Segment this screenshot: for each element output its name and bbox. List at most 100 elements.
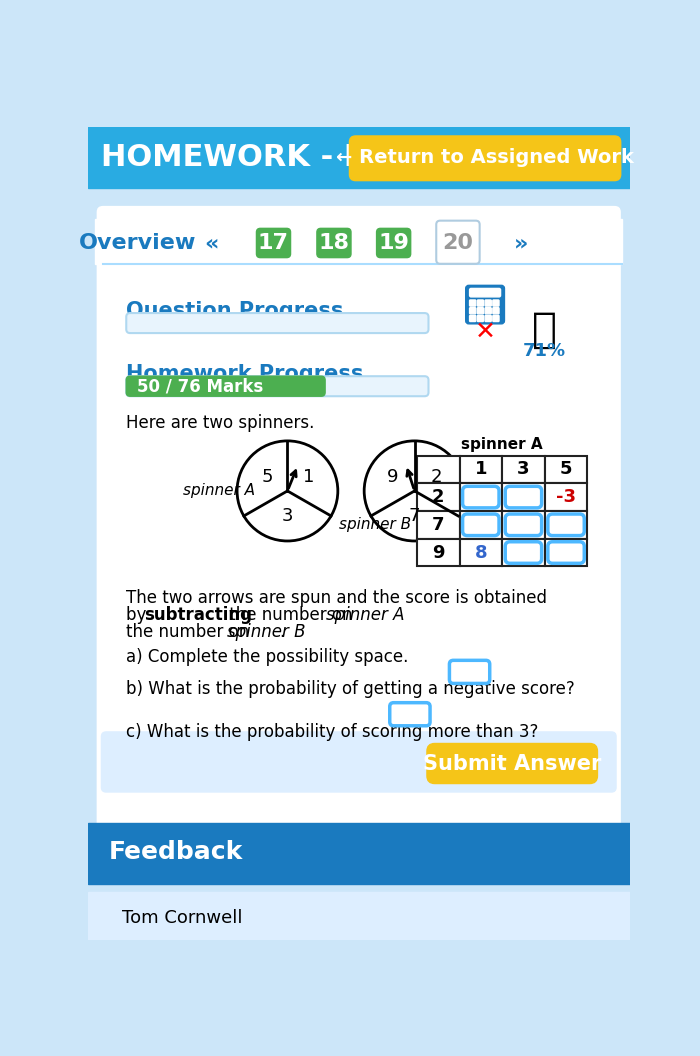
Text: spinner B: spinner B (339, 517, 411, 532)
Text: -3: -3 (556, 488, 576, 506)
FancyBboxPatch shape (485, 300, 491, 306)
Text: 7: 7 (432, 515, 444, 534)
Text: Question Progress: Question Progress (126, 301, 344, 321)
Text: 9: 9 (432, 544, 444, 562)
Bar (417, 539, 459, 566)
Text: 2: 2 (430, 468, 442, 486)
Text: 5: 5 (560, 460, 573, 478)
Text: «: « (204, 233, 218, 253)
FancyBboxPatch shape (390, 702, 430, 725)
Bar (88, 892, 630, 942)
Bar (95, 220, 622, 264)
Text: spinner A: spinner A (461, 437, 542, 452)
FancyBboxPatch shape (477, 300, 484, 306)
FancyBboxPatch shape (470, 307, 476, 314)
FancyBboxPatch shape (466, 285, 505, 324)
Text: 3: 3 (517, 460, 530, 478)
Text: 17: 17 (258, 233, 289, 253)
Bar (459, 455, 502, 484)
Bar (545, 484, 587, 511)
Text: 1: 1 (304, 468, 315, 486)
Text: 18: 18 (318, 233, 349, 253)
Bar (417, 511, 459, 539)
Text: the number on: the number on (224, 606, 358, 624)
FancyBboxPatch shape (349, 136, 621, 181)
Text: spinner B: spinner B (447, 484, 519, 498)
Text: Submit Answer: Submit Answer (423, 754, 601, 773)
Bar (88, 127, 630, 188)
FancyBboxPatch shape (377, 228, 411, 258)
Text: 8: 8 (475, 544, 487, 562)
Text: 2: 2 (432, 488, 444, 506)
Text: 1: 1 (475, 460, 487, 478)
FancyBboxPatch shape (470, 316, 476, 321)
Bar (545, 511, 587, 539)
Text: HOMEWORK - Retrie: HOMEWORK - Retrie (102, 143, 449, 172)
Text: 20: 20 (442, 233, 473, 253)
Bar (502, 539, 545, 566)
Text: 🏆: 🏆 (532, 308, 557, 351)
Bar (459, 539, 502, 566)
FancyBboxPatch shape (493, 316, 499, 321)
Text: subtracting: subtracting (144, 606, 252, 624)
FancyBboxPatch shape (493, 300, 499, 306)
FancyBboxPatch shape (505, 542, 542, 563)
FancyBboxPatch shape (126, 376, 428, 396)
Text: Homework Progress: Homework Progress (126, 364, 363, 384)
FancyBboxPatch shape (548, 514, 584, 535)
Text: The two arrows are spun and the score is obtained: The two arrows are spun and the score is… (126, 589, 547, 607)
FancyBboxPatch shape (470, 300, 476, 306)
FancyBboxPatch shape (317, 228, 351, 258)
FancyBboxPatch shape (485, 316, 491, 321)
FancyBboxPatch shape (477, 307, 484, 314)
Text: Tom Cornwell: Tom Cornwell (122, 908, 243, 926)
Bar (502, 484, 545, 511)
Text: 7: 7 (409, 507, 420, 525)
FancyBboxPatch shape (493, 307, 499, 314)
Text: ← Return to Assigned Work: ← Return to Assigned Work (336, 148, 634, 167)
FancyBboxPatch shape (548, 542, 584, 563)
FancyBboxPatch shape (463, 487, 499, 508)
FancyBboxPatch shape (436, 221, 480, 264)
Text: spinner B: spinner B (227, 623, 305, 641)
Text: ✕: ✕ (475, 320, 496, 343)
FancyBboxPatch shape (449, 660, 490, 683)
Bar (502, 455, 545, 484)
Bar (459, 484, 502, 511)
Bar (417, 455, 459, 484)
Bar (88, 823, 630, 885)
FancyBboxPatch shape (126, 313, 428, 333)
FancyBboxPatch shape (256, 228, 290, 258)
FancyBboxPatch shape (126, 376, 325, 396)
Text: spinner A: spinner A (183, 484, 256, 498)
Text: c) What is the probability of scoring more than 3?: c) What is the probability of scoring mo… (126, 722, 538, 740)
Bar (417, 484, 459, 511)
Text: 50 / 76 Marks: 50 / 76 Marks (136, 377, 263, 395)
Bar (459, 511, 502, 539)
Text: 71%: 71% (523, 342, 566, 360)
Text: Here are two spinners.: Here are two spinners. (126, 414, 314, 432)
Text: Overview: Overview (79, 233, 197, 253)
Text: 9: 9 (387, 468, 398, 486)
FancyBboxPatch shape (427, 743, 598, 784)
Text: .: . (280, 623, 285, 641)
Bar (545, 455, 587, 484)
FancyBboxPatch shape (102, 732, 616, 792)
Text: spinner A: spinner A (326, 606, 405, 624)
Text: b) What is the probability of getting a negative score?: b) What is the probability of getting a … (126, 680, 575, 698)
Text: a) Complete the possibility space.: a) Complete the possibility space. (126, 648, 409, 666)
Bar (502, 511, 545, 539)
Text: by: by (126, 606, 152, 624)
Text: 5: 5 (262, 468, 273, 486)
Text: the number on: the number on (126, 623, 255, 641)
FancyBboxPatch shape (95, 205, 622, 874)
FancyBboxPatch shape (505, 514, 542, 535)
FancyBboxPatch shape (470, 288, 500, 297)
FancyBboxPatch shape (505, 487, 542, 508)
Text: 3: 3 (281, 507, 293, 525)
Text: Feedback: Feedback (109, 841, 244, 864)
Bar (545, 539, 587, 566)
FancyBboxPatch shape (463, 514, 499, 535)
FancyBboxPatch shape (485, 307, 491, 314)
Text: »: » (514, 233, 528, 253)
